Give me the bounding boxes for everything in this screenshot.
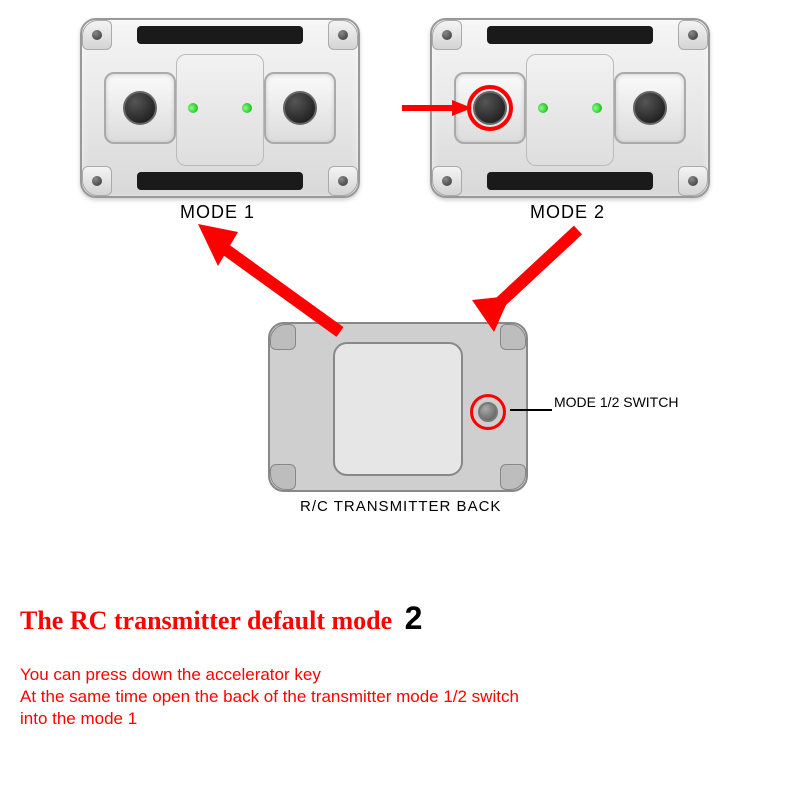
screw-icon: [338, 176, 348, 186]
bottom-grip: [487, 172, 653, 190]
switch-label: MODE 1/2 SWITCH: [554, 394, 678, 411]
led-right-icon: [592, 103, 602, 113]
led-left-icon: [188, 103, 198, 113]
left-stick-mount: [104, 72, 176, 144]
transmitter-back: [268, 322, 528, 492]
left-stick: [473, 91, 507, 125]
back-label: R/C TRANSMITTER BACK: [300, 498, 501, 515]
right-stick-mount: [264, 72, 336, 144]
led-right-icon: [242, 103, 252, 113]
battery-door: [333, 342, 463, 476]
right-stick-mount: [614, 72, 686, 144]
corner-tl: [82, 20, 112, 50]
mode-1-label: MODE 1: [180, 202, 255, 223]
top-grip: [487, 26, 653, 44]
right-stick: [633, 91, 667, 125]
transmitter-mode-1: [80, 18, 360, 198]
instructions-text: You can press down the accelerator key A…: [20, 664, 519, 730]
transmitter-body: [80, 18, 360, 198]
screw-icon: [442, 30, 452, 40]
corner-bl: [82, 166, 112, 196]
heading-prefix: The RC transmitter default mode: [20, 606, 392, 635]
arrow-down-right-icon: [450, 218, 610, 338]
corner-tl: [432, 20, 462, 50]
transmitter-body: [430, 18, 710, 198]
mode-2-label: MODE 2: [530, 202, 605, 223]
back-body: [268, 322, 528, 492]
screw-icon: [92, 30, 102, 40]
left-stick: [123, 91, 157, 125]
right-stick: [283, 91, 317, 125]
top-grip: [137, 26, 303, 44]
led-left-icon: [538, 103, 548, 113]
back-corner: [500, 324, 526, 350]
screw-icon: [92, 176, 102, 186]
transmitter-mode-2: [430, 18, 710, 198]
back-corner: [270, 324, 296, 350]
screw-icon: [688, 30, 698, 40]
screw-icon: [442, 176, 452, 186]
corner-bl: [432, 166, 462, 196]
screw-icon: [338, 30, 348, 40]
corner-tr: [678, 20, 708, 50]
corner-tr: [328, 20, 358, 50]
corner-br: [678, 166, 708, 196]
back-corner: [270, 464, 296, 490]
left-stick-mount: [454, 72, 526, 144]
heading-number: 2: [405, 600, 423, 636]
back-corner: [500, 464, 526, 490]
switch-highlight-circle-icon: [470, 394, 506, 430]
corner-br: [328, 166, 358, 196]
bottom-grip: [137, 172, 303, 190]
screw-icon: [688, 176, 698, 186]
heading: The RC transmitter default mode 2: [20, 600, 422, 637]
